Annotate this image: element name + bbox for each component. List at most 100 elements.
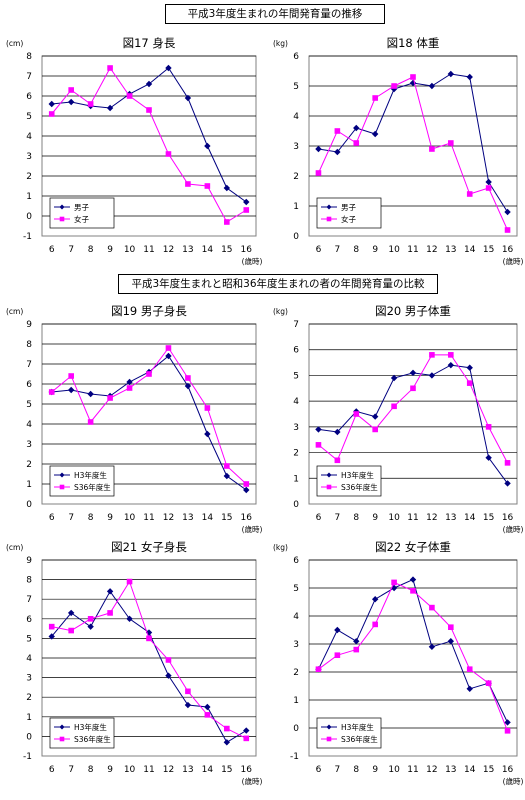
fig20-point: [315, 426, 322, 433]
fig17-legend-marker: [59, 216, 65, 222]
fig22-x-tick-label: 10: [388, 765, 400, 775]
fig20-point: [353, 411, 360, 417]
fig17-point: [146, 107, 152, 113]
fig18-point: [334, 148, 341, 156]
fig20-x-tick-label: 16: [502, 513, 514, 523]
fig17-x-tick-label: 9: [107, 245, 113, 255]
fig17-point: [165, 64, 172, 72]
fig17-point: [107, 65, 113, 71]
fig21-y-tick-label: 5: [26, 634, 32, 644]
fig20-point: [485, 454, 492, 461]
fig18-y-tick-label: 6: [293, 52, 299, 62]
fig19-point: [67, 386, 75, 394]
fig19-x-tick-label: 9: [107, 513, 113, 523]
fig20-point: [390, 374, 398, 382]
fig19-point: [87, 390, 94, 398]
fig17-y-tick-label: 0: [26, 212, 32, 222]
fig20-y-tick-label: 7: [293, 320, 299, 330]
fig17-x-tick-label: 10: [124, 245, 136, 255]
fig19-legend-label: S36年度生: [74, 482, 111, 492]
fig19-y-unit: (cm): [6, 307, 23, 316]
fig19-x-tick-label: 7: [68, 513, 74, 523]
fig18-x-tick-label: 11: [407, 245, 418, 255]
fig18-x-tick-label: 8: [353, 245, 359, 255]
fig17-y-tick-label: 6: [26, 92, 32, 102]
fig21-legend-marker: [59, 724, 65, 730]
fig20-point: [410, 385, 416, 392]
fig21-point: [243, 735, 250, 742]
fig17-y-tick-label: 3: [26, 152, 32, 162]
fig21-y-unit: (cm): [6, 543, 23, 552]
fig20-point: [448, 352, 454, 358]
fig20-y-tick-label: 5: [293, 371, 299, 381]
fig17-point: [243, 207, 250, 213]
fig22-point: [448, 624, 454, 630]
fig21-point: [106, 588, 114, 595]
fig20-legend: [316, 465, 382, 497]
fig20-point: [447, 361, 455, 369]
fig20-y-unit: (kg): [273, 307, 288, 316]
fig21-x-tick-label: 14: [202, 765, 214, 775]
fig21-x-tick-label: 6: [49, 765, 55, 775]
fig18-point: [353, 124, 360, 132]
fig18-y-tick-label: 2: [293, 172, 299, 182]
fig22-x-tick-label: 16: [502, 765, 514, 775]
fig21-y-tick-label: 9: [26, 556, 32, 566]
fig19-x-tick-label: 6: [49, 513, 55, 523]
fig20-legend-label: H3年度生: [341, 470, 374, 480]
fig22-x-tick-label: 12: [426, 765, 437, 775]
fig18-x-tick-label: 16: [502, 245, 514, 255]
fig17-y-tick-label: 4: [26, 132, 32, 142]
fig20-y-tick-label: 0: [293, 500, 299, 510]
fig20-x-tick-label: 13: [445, 513, 456, 523]
fig21-y-tick-label: 8: [26, 576, 32, 586]
fig20-x-tick-label: 14: [464, 513, 476, 523]
fig22-point: [372, 621, 378, 628]
fig19-x-tick-label: 11: [143, 513, 154, 523]
fig17-x-tick-label: 6: [49, 245, 55, 255]
fig17-y-tick-label: 5: [26, 112, 32, 122]
fig17-y-tick-label: -1: [23, 232, 32, 242]
fig22-x-tick-label: 6: [316, 765, 322, 775]
fig19-y-tick-label: 4: [26, 420, 32, 430]
fig19-x-tick-label: 15: [221, 513, 232, 523]
fig19-point: [87, 419, 94, 425]
fig21-x-tick-label: 7: [68, 765, 74, 775]
fig20-point: [334, 428, 341, 436]
fig17-point: [48, 100, 55, 108]
fig19-point: [223, 472, 231, 480]
fig18-legend-marker: [326, 204, 332, 210]
fig22-point: [466, 666, 473, 672]
fig18-point: [315, 170, 322, 176]
fig22-y-tick-label: 4: [293, 612, 299, 622]
fig21-point: [204, 712, 211, 718]
fig17-point: [145, 80, 153, 88]
fig22-point: [429, 604, 435, 611]
fig19-point: [165, 352, 172, 360]
fig17-x-tick-label: 13: [182, 245, 193, 255]
fig20-legend-marker: [326, 472, 332, 478]
fig21-point: [68, 627, 74, 634]
fig18-point: [447, 70, 455, 78]
fig18-y-tick-label: 4: [293, 112, 299, 122]
fig19-point: [146, 371, 152, 377]
fig22-y-tick-label: 0: [293, 724, 299, 734]
fig17-y-tick-label: 8: [26, 52, 32, 62]
fig17-x-tick-label: 16: [241, 245, 253, 255]
fig21-point: [165, 657, 172, 663]
fig21-y-tick-label: 6: [26, 615, 32, 625]
fig19-y-tick-label: 1: [26, 480, 32, 490]
fig21-point: [48, 633, 55, 640]
fig17-x-tick-label: 11: [143, 245, 154, 255]
fig22-x-tick-label: 13: [445, 765, 456, 775]
fig18-legend-label: 女子: [341, 214, 356, 224]
fig21-y-tick-label: 7: [26, 595, 32, 605]
fig17-y-unit: (cm): [6, 39, 23, 48]
fig21-y-tick-label: -1: [23, 752, 32, 762]
fig20-point: [504, 480, 511, 487]
fig20-y-tick-label: 1: [293, 474, 299, 484]
fig20-legend-label: S36年度生: [341, 482, 378, 492]
